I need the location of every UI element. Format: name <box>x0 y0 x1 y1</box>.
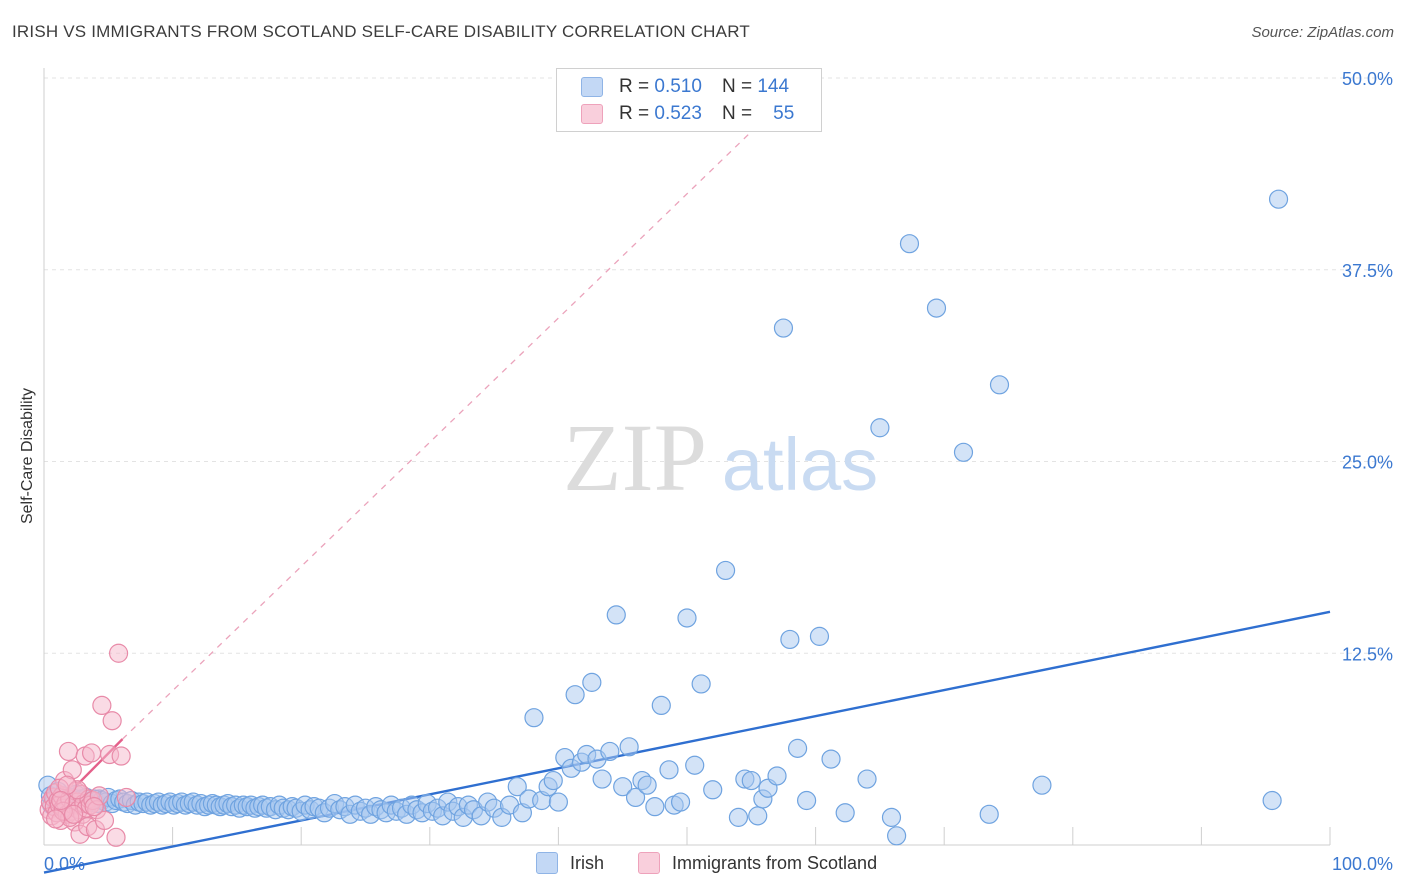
data-point <box>45 809 66 829</box>
watermark-atlas: atlas <box>722 423 878 506</box>
r-value: 0.523 <box>654 103 702 124</box>
data-point <box>887 826 907 846</box>
irish-legend-swatch <box>536 852 558 874</box>
scotland-swatch <box>581 104 603 124</box>
data-point <box>715 560 736 581</box>
data-point <box>592 769 612 789</box>
data-point <box>619 737 639 757</box>
data-point <box>582 672 602 692</box>
r-label: R = <box>619 103 650 124</box>
data-point <box>979 804 999 824</box>
x-tick-label: 0.0% <box>44 854 85 874</box>
data-point <box>92 695 112 716</box>
tick-labels: 12.5% 25.0% 37.5% 50.0% 0.0% 100.0% <box>44 69 1393 874</box>
data-point <box>1268 189 1289 209</box>
data-point <box>548 792 569 812</box>
data-point <box>881 807 902 827</box>
data-point <box>748 806 768 826</box>
data-point <box>524 708 544 728</box>
data-point <box>613 777 633 797</box>
legend-label-irish: Irish <box>570 852 605 873</box>
n-label: N = <box>721 76 753 97</box>
scotland-legend-swatch <box>638 852 661 874</box>
data-point <box>899 234 920 254</box>
data-point <box>565 685 585 705</box>
watermark: ZIP atlas <box>563 404 878 511</box>
stats-legend: R = 0.510 N = 144 R = 0.523 N = 55 <box>556 68 822 132</box>
y-tick-label: 37.5% <box>1342 261 1393 281</box>
y-tick-label: 50.0% <box>1342 69 1393 89</box>
data-point <box>809 626 830 646</box>
data-point <box>953 442 974 462</box>
data-point <box>111 746 131 766</box>
y-tick-label: 12.5% <box>1342 644 1393 664</box>
data-point <box>108 643 129 663</box>
irish-swatch <box>581 77 603 97</box>
data-point <box>606 605 626 625</box>
y-tick-label: 25.0% <box>1342 453 1393 473</box>
legend-item-scotland: Immigrants from Scotland <box>638 852 877 874</box>
data-point <box>84 797 104 817</box>
r-label: R = <box>619 76 650 97</box>
data-point <box>645 797 665 817</box>
legend-label-scotland: Immigrants from Scotland <box>672 852 878 873</box>
x-tick-label: 100.0% <box>1332 854 1393 874</box>
stats-row-irish: R = 0.510 N = 144 <box>581 75 789 99</box>
data-point <box>51 790 71 811</box>
data-point <box>625 787 646 808</box>
data-point <box>651 695 671 716</box>
data-point <box>637 775 657 795</box>
series-scotland-points <box>39 643 136 847</box>
data-point <box>507 777 527 797</box>
data-point <box>543 770 563 791</box>
data-point <box>670 792 691 812</box>
data-point <box>677 608 697 628</box>
n-label: N = <box>721 103 753 124</box>
data-point <box>659 760 679 780</box>
data-point <box>787 738 808 758</box>
data-point <box>989 375 1010 395</box>
data-point <box>58 741 79 762</box>
data-point <box>780 629 800 650</box>
series-irish-points <box>38 189 1289 846</box>
data-point <box>767 766 787 786</box>
data-point <box>1262 790 1282 811</box>
n-value: 144 <box>757 76 790 97</box>
data-point <box>926 298 947 318</box>
stats-row-scotland: R = 0.523 N = 55 <box>581 102 794 126</box>
r-value: 0.510 <box>654 76 702 97</box>
data-point <box>870 418 890 438</box>
grid-lines <box>44 77 1390 654</box>
data-point <box>116 787 136 808</box>
data-point <box>81 743 102 763</box>
data-point <box>741 770 761 791</box>
source-credit: Source: ZipAtlas.com <box>1251 24 1394 41</box>
data-point <box>1032 775 1052 795</box>
data-point <box>691 674 711 694</box>
data-point <box>773 318 794 338</box>
data-point <box>63 804 84 824</box>
data-points <box>38 189 1289 847</box>
watermark-zip: ZIP <box>563 404 707 511</box>
trend-line-irish <box>43 610 1331 874</box>
data-point <box>94 810 115 831</box>
data-point <box>728 807 749 827</box>
data-point <box>796 790 817 811</box>
legend-item-irish: Irish <box>536 852 604 874</box>
axes <box>43 68 1331 846</box>
chart-title: IRISH VS IMMIGRANTS FROM SCOTLAND SELF-C… <box>12 22 750 41</box>
data-point <box>821 749 841 769</box>
n-value: 55 <box>773 103 795 124</box>
data-point <box>685 755 705 775</box>
data-point <box>857 769 877 789</box>
data-point <box>703 780 723 800</box>
trend-line-extended <box>121 131 752 740</box>
data-point <box>106 827 126 847</box>
data-point <box>835 803 855 823</box>
data-point <box>600 741 620 762</box>
series-legend: Irish Immigrants from Scotland <box>536 852 911 874</box>
data-point <box>102 711 122 731</box>
